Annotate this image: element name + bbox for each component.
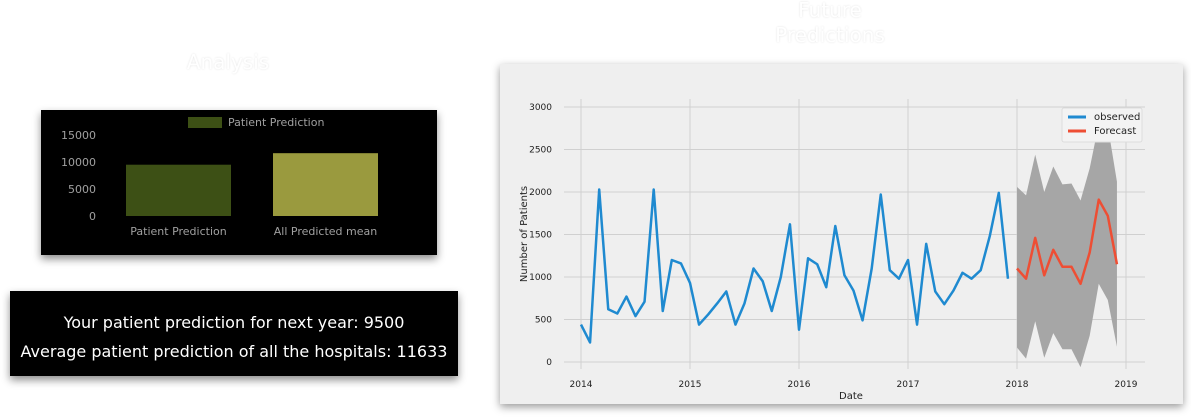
y-tick-label: 0 <box>89 210 96 223</box>
forecast-confidence-band <box>1017 124 1117 368</box>
future-heading-line2: Predictions <box>775 23 885 47</box>
y-axis-label: Number of Patients <box>519 186 530 282</box>
y-tick-label: 1500 <box>529 231 552 241</box>
y-tick-label: 500 <box>535 316 552 326</box>
patient-bar-chart-panel: Patient Prediction 0 5000 10000 15000 Patient… <box>41 110 437 255</box>
analysis-heading-text: Analysis <box>186 50 270 74</box>
legend-label: Patient Prediction <box>228 116 324 129</box>
forecast-line-chart: 2014 2015 2016 2017 2018 2019 0 500 1000 1500 2000… <box>519 99 1145 402</box>
analysis-heading: Analysis <box>128 50 328 75</box>
x-tick-label: 2017 <box>897 380 920 390</box>
average-prediction-text: Average patient prediction of all the ho… <box>20 342 448 361</box>
patient-bar-chart: Patient Prediction 0 5000 10000 15000 Patient… <box>61 116 378 238</box>
bar-1 <box>126 164 231 216</box>
x-tick-label: 2014 <box>570 380 593 390</box>
y-tick-label: 2500 <box>529 146 552 156</box>
x-tick-label: 2019 <box>1115 380 1138 390</box>
x-tick-label: 2016 <box>788 380 811 390</box>
future-predictions-heading: Future Predictions <box>740 0 920 48</box>
prediction-summary-panel: Your patient prediction for next year: 9… <box>10 291 458 376</box>
forecast-line-chart-panel: 2014 2015 2016 2017 2018 2019 0 500 1000 1500 2000… <box>500 64 1183 404</box>
x-axis-label: Date <box>839 391 863 402</box>
x-tick-label: 2015 <box>679 380 702 390</box>
y-tick-label: 15000 <box>61 129 96 142</box>
series-line-forecast <box>1016 198 1119 286</box>
series-line-observed <box>579 188 1010 344</box>
y-tick-label: 5000 <box>68 183 96 196</box>
your-prediction-text: Your patient prediction for next year: 9… <box>63 313 405 332</box>
legend-swatch-patient-prediction <box>188 117 222 128</box>
y-tick-label: 10000 <box>61 156 96 169</box>
future-heading-line1: Future <box>798 0 862 22</box>
y-tick-label: 0 <box>546 358 552 368</box>
y-tick-label: 1000 <box>529 273 552 283</box>
x-tick-label: 2018 <box>1006 380 1029 390</box>
legend-label-observed: observed <box>1094 112 1140 123</box>
bar-2 <box>273 153 378 216</box>
legend-label-forecast: Forecast <box>1094 126 1136 137</box>
x-tick-label: All Predicted mean <box>274 225 377 238</box>
y-tick-label: 2000 <box>529 188 552 198</box>
x-tick-label: Patient Prediction <box>130 225 226 238</box>
y-tick-label: 3000 <box>529 103 552 113</box>
